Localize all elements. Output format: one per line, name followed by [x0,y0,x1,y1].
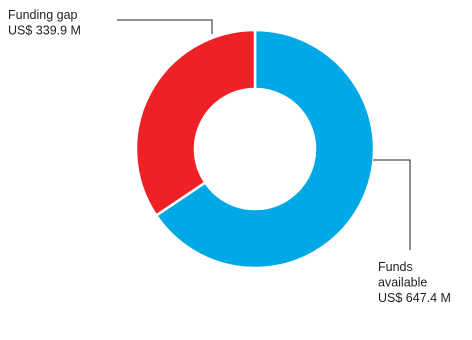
funding-gap-label: Funding gap US$ 339.9 M [8,8,81,38]
funds-available-leader-line [373,159,411,250]
funds-available-label: Funds available US$ 647.4 M [378,260,451,305]
donut-slices [134,28,376,270]
funding-gap-label-line-1: Funding gap [8,8,78,22]
funding-gap-label-line-2: US$ 339.9 M [8,24,81,38]
funds-available-label-line-2: available [378,276,427,290]
funding-gap-leader-line [117,19,213,34]
funds-available-slice [154,28,376,270]
funding-gap-slice [134,28,257,218]
funds-available-label-line-3: US$ 647.4 M [378,291,451,305]
funds-available-label-line-1: Funds [378,260,413,274]
